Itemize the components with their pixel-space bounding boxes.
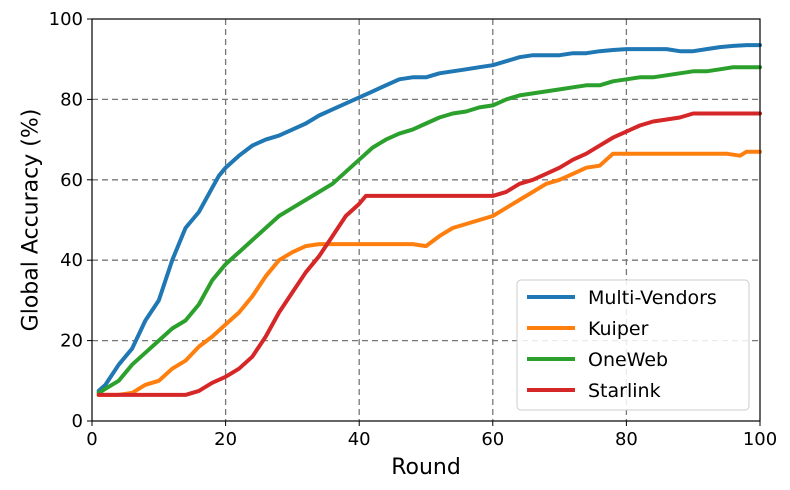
legend-label: Starlink (588, 380, 661, 402)
y-tick-label: 40 (60, 250, 83, 271)
legend-item: Kuiper (527, 318, 649, 340)
series-line-multi-vendors (96, 43, 762, 393)
y-tick-label: 0 (72, 411, 83, 432)
x-tick-label: 80 (615, 429, 638, 450)
legend-item: Starlink (527, 380, 661, 402)
legend-label: Multi-Vendors (588, 287, 717, 309)
y-tick-label: 60 (60, 170, 83, 191)
plot-frame (91, 18, 761, 422)
series-lines (96, 43, 762, 397)
axis-ticks: 0 20 40 60 80 100 0 20 40 60 80 100 (49, 9, 778, 450)
legend-label: OneWeb (588, 349, 668, 371)
legend-box (516, 279, 750, 411)
legend-label: Kuiper (588, 318, 649, 340)
x-tick-label: 40 (348, 429, 371, 450)
y-tick-label: 80 (60, 89, 83, 110)
x-axis-label: Round (391, 455, 461, 480)
legend-item: OneWeb (527, 349, 668, 371)
series-line-starlink (96, 111, 762, 397)
series-line-oneweb (96, 65, 762, 395)
y-axis-label: Global Accuracy (%) (19, 109, 44, 332)
series-line-kuiper (96, 149, 762, 397)
legend-item: Multi-Vendors (527, 287, 717, 309)
legend: Multi-Vendors Kuiper OneWeb Starlink (516, 279, 750, 411)
x-tick-label: 100 (743, 429, 777, 450)
y-tick-label: 100 (49, 9, 83, 30)
x-tick-label: 20 (214, 429, 237, 450)
y-tick-label: 20 (60, 331, 83, 352)
x-tick-label: 0 (86, 429, 97, 450)
x-tick-label: 60 (481, 429, 504, 450)
